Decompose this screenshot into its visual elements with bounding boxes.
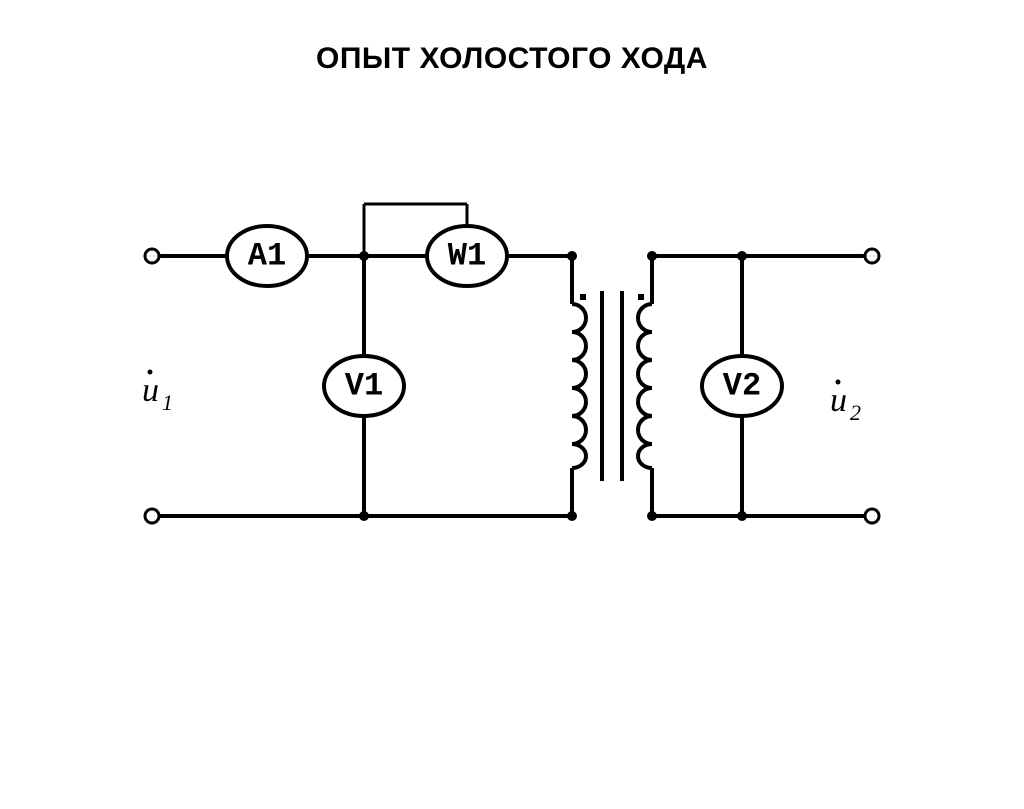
- node: [647, 251, 657, 261]
- node: [737, 251, 747, 261]
- node: [567, 251, 577, 261]
- page-title: ОПЫТ ХОЛОСТОГО ХОДА: [0, 42, 1024, 76]
- node: [647, 511, 657, 521]
- terminal: [145, 509, 159, 523]
- transformer-secondary-coil: [638, 304, 652, 468]
- svg-text:2: 2: [850, 400, 861, 425]
- circuit-svg: A1 W1 V1 V2 u 1 u 2: [132, 196, 892, 576]
- label-u1: u 1: [142, 370, 173, 416]
- polarity-dot: [638, 294, 644, 300]
- svg-text:1: 1: [162, 390, 173, 415]
- svg-text:u: u: [830, 382, 847, 419]
- svg-text:u: u: [142, 372, 159, 409]
- node: [359, 511, 369, 521]
- polarity-dot: [580, 294, 586, 300]
- terminal: [145, 249, 159, 263]
- voltmeter-v2-label: V2: [723, 368, 761, 405]
- label-u2: u 2: [830, 380, 861, 426]
- transformer-primary-coil: [572, 304, 586, 468]
- terminal: [865, 249, 879, 263]
- node: [567, 511, 577, 521]
- wattmeter-w1-label: W1: [448, 238, 486, 275]
- node: [359, 251, 369, 261]
- ammeter-a1-label: A1: [248, 238, 286, 275]
- node: [737, 511, 747, 521]
- voltmeter-v1-label: V1: [345, 368, 383, 405]
- circuit-diagram: A1 W1 V1 V2 u 1 u 2: [132, 196, 892, 576]
- terminal: [865, 509, 879, 523]
